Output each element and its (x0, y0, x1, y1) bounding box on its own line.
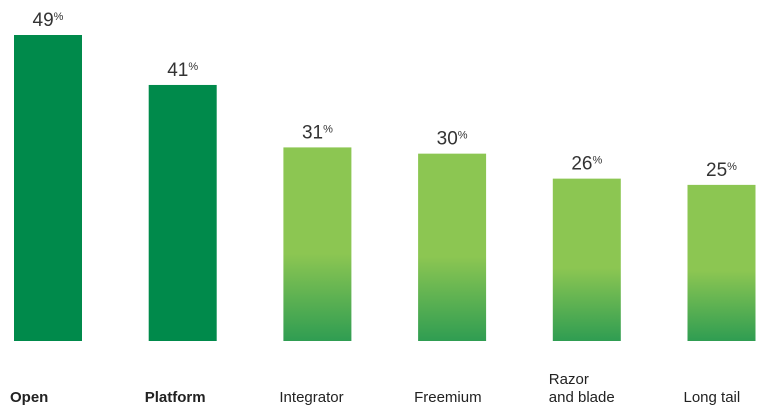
category-label: Long tail (683, 389, 741, 406)
value-label: 30% (437, 129, 468, 150)
value-label: 25% (706, 160, 737, 181)
category-label: Razor and blade (548, 371, 615, 406)
value-label: 41% (167, 60, 198, 81)
value-label: 26% (571, 154, 602, 175)
bar (283, 147, 352, 341)
value-label: 31% (302, 122, 333, 143)
bar (552, 178, 621, 341)
bar (418, 153, 487, 341)
category-label: Open (10, 389, 49, 406)
bar (148, 84, 217, 342)
bar (687, 184, 756, 341)
category-label: Integrator (279, 389, 344, 406)
bar (14, 35, 82, 341)
category-label: Freemium (414, 389, 482, 406)
value-label: 49% (33, 10, 64, 31)
category-label: Platform (144, 389, 206, 406)
